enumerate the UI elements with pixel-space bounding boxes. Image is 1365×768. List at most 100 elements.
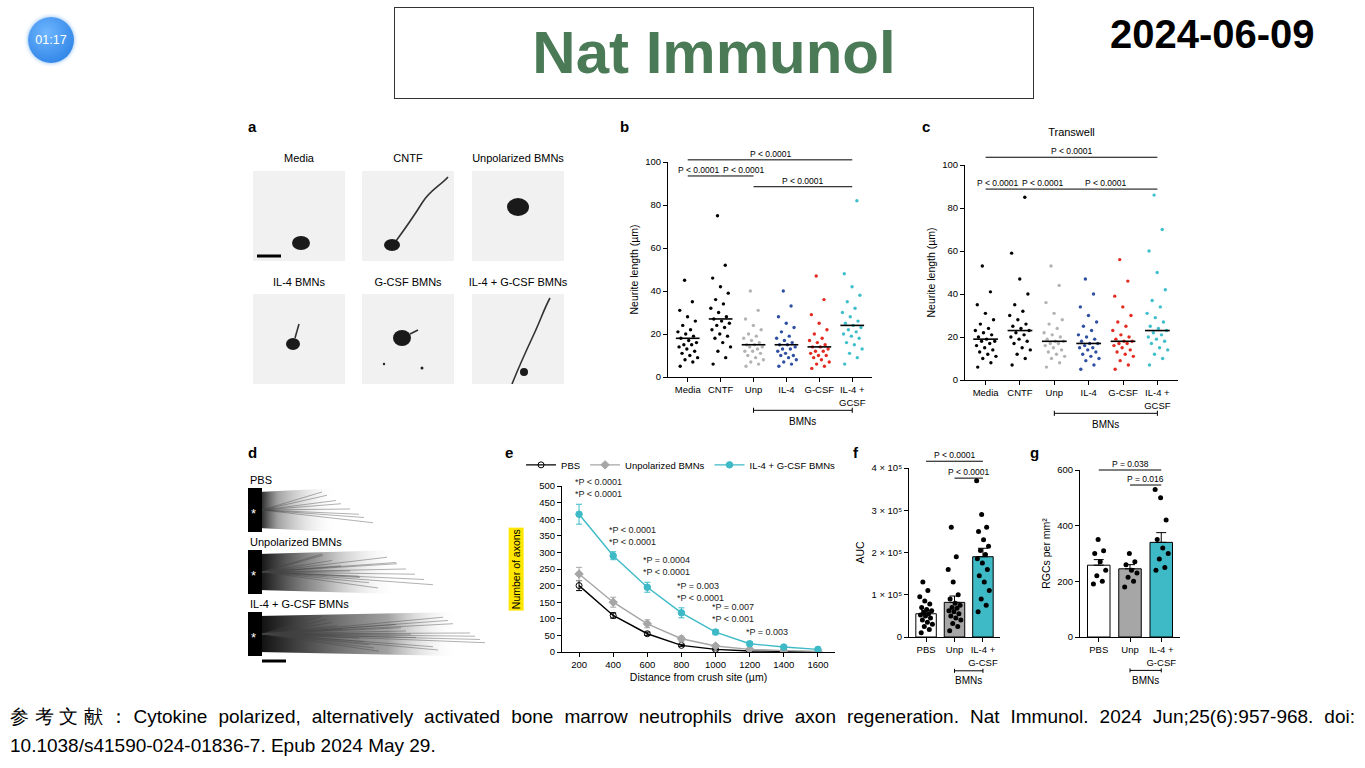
svg-text:P < 0.0001: P < 0.0001: [1051, 146, 1092, 156]
svg-text:P < 0.0001: P < 0.0001: [723, 165, 764, 175]
svg-text:1200: 1200: [739, 659, 760, 670]
svg-text:*P = 0.0004*P < 0.0001: *P = 0.0004*P < 0.0001: [643, 555, 690, 577]
svg-text:P < 0.0001: P < 0.0001: [750, 149, 791, 159]
svg-text:20: 20: [651, 328, 662, 339]
svg-text:*: *: [251, 630, 256, 645]
svg-text:Unp: Unp: [946, 644, 963, 655]
svg-text:P < 0.0001: P < 0.0001: [977, 178, 1018, 188]
svg-text:PBS: PBS: [561, 460, 580, 471]
svg-text:P < 0.0001: P < 0.0001: [1085, 178, 1126, 188]
svg-text:500: 500: [539, 480, 555, 491]
svg-text:P < 0.0001: P < 0.0001: [782, 176, 823, 186]
svg-text:100: 100: [539, 613, 555, 624]
svg-text:Media: Media: [973, 387, 1000, 398]
svg-text:350: 350: [539, 530, 555, 541]
svg-text:100: 100: [942, 159, 958, 170]
svg-text:200: 200: [1057, 576, 1073, 587]
html-text:Media: Media: [284, 152, 314, 164]
svg-text:Unp: Unp: [1046, 387, 1063, 398]
svg-text:IL-4 +GCSF: IL-4 +GCSF: [1144, 387, 1171, 410]
svg-text:60: 60: [948, 245, 959, 256]
svg-text:RGCs per mm²: RGCs per mm²: [1040, 518, 1052, 589]
svg-text:400: 400: [539, 514, 555, 525]
html-text:01:17: 01:17: [35, 33, 67, 47]
svg-text:60: 60: [651, 242, 662, 253]
svg-text:400: 400: [1057, 520, 1073, 531]
svg-text:50: 50: [545, 630, 556, 641]
svg-text:1000: 1000: [705, 659, 726, 670]
svg-text:400: 400: [605, 659, 621, 670]
svg-text:600: 600: [639, 659, 655, 670]
svg-text:0: 0: [953, 374, 958, 385]
svg-text:40: 40: [651, 285, 662, 296]
svg-text:*P < 0.0001*P < 0.0001: *P < 0.0001*P < 0.0001: [609, 525, 656, 547]
svg-text:AUC: AUC: [854, 541, 866, 564]
svg-text:20: 20: [948, 331, 959, 342]
svg-text:1400: 1400: [773, 659, 794, 670]
svg-text:Unp: Unp: [745, 384, 762, 395]
html-text:Unpolarized BMNs: Unpolarized BMNs: [472, 152, 564, 164]
svg-text:PBS: PBS: [1089, 644, 1108, 655]
svg-text:P = 0.016: P = 0.016: [1127, 474, 1164, 484]
svg-text:PBS: PBS: [917, 644, 936, 655]
svg-text:450: 450: [539, 497, 555, 508]
svg-text:BMNs: BMNs: [789, 416, 816, 427]
svg-text:Neurite length (µm): Neurite length (µm): [925, 227, 937, 317]
svg-text:G-CSF: G-CSF: [1108, 387, 1138, 398]
svg-text:200: 200: [571, 659, 587, 670]
svg-text:Unp: Unp: [1121, 644, 1138, 655]
svg-text:IL-4 + G-CSF BMNs: IL-4 + G-CSF BMNs: [750, 460, 835, 471]
svg-text:*: *: [251, 568, 256, 583]
svg-text:G-CSF: G-CSF: [805, 384, 835, 395]
svg-text:IL-4 +GCSF: IL-4 +GCSF: [839, 384, 866, 407]
svg-text:800: 800: [674, 659, 690, 670]
svg-text:3 × 10⁵: 3 × 10⁵: [871, 505, 902, 516]
html-text:2024-06-09: 2024-06-09: [1110, 12, 1315, 56]
svg-text:P < 0.0001: P < 0.0001: [1022, 178, 1063, 188]
svg-text:Number of axons: Number of axons: [510, 529, 522, 609]
svg-text:2 × 10⁵: 2 × 10⁵: [871, 547, 902, 558]
svg-text:IL-4 +G-CSF: IL-4 +G-CSF: [1146, 644, 1176, 667]
svg-text:*: *: [251, 506, 256, 521]
svg-text:40: 40: [948, 288, 959, 299]
svg-text:BMNs: BMNs: [1092, 419, 1119, 430]
svg-text:100: 100: [645, 156, 661, 167]
svg-text:*P = 0.007*P < 0.001: *P = 0.007*P < 0.001: [712, 602, 754, 624]
svg-text:Media: Media: [675, 384, 702, 395]
svg-text:4 × 10⁵: 4 × 10⁵: [871, 462, 902, 473]
svg-text:1600: 1600: [807, 659, 828, 670]
svg-text:1 × 10⁵: 1 × 10⁵: [871, 589, 902, 600]
svg-text:600: 600: [1057, 464, 1073, 475]
svg-text:CNTF: CNTF: [1007, 387, 1033, 398]
svg-text:P = 0.038: P = 0.038: [1112, 459, 1149, 469]
svg-text:250: 250: [539, 563, 555, 574]
svg-text:150: 150: [539, 597, 555, 608]
svg-text:80: 80: [651, 199, 662, 210]
svg-text:P < 0.0001: P < 0.0001: [934, 450, 975, 460]
svg-text:0: 0: [897, 631, 902, 642]
svg-text:Distance from crush site (µm): Distance from crush site (µm): [630, 671, 767, 683]
svg-text:BMNs: BMNs: [955, 675, 982, 686]
svg-text:300: 300: [539, 547, 555, 558]
svg-text:IL-4 +G-CSF: IL-4 +G-CSF: [968, 644, 998, 667]
svg-text:P < 0.0001: P < 0.0001: [678, 165, 719, 175]
svg-text:BMNs: BMNs: [1132, 675, 1159, 686]
svg-text:Neurite length (µm): Neurite length (µm): [628, 224, 640, 314]
svg-text:80: 80: [948, 202, 959, 213]
svg-text:0: 0: [1068, 631, 1073, 642]
svg-text:Unpolarized BMNs: Unpolarized BMNs: [625, 460, 704, 471]
svg-text:P < 0.0001: P < 0.0001: [948, 467, 989, 477]
html-text:CNTF: CNTF: [393, 152, 423, 164]
svg-text:0: 0: [550, 646, 555, 657]
svg-text:200: 200: [539, 580, 555, 591]
html-text:Nat Immunol: Nat Immunol: [532, 19, 896, 86]
svg-text:*P = 0.003: *P = 0.003: [746, 627, 788, 637]
svg-text:*P = 0.003*P < 0.0001: *P = 0.003*P < 0.0001: [677, 581, 724, 603]
svg-text:Transwell: Transwell: [1048, 126, 1095, 138]
svg-text:CNTF: CNTF: [708, 384, 734, 395]
svg-text:IL-4: IL-4: [1080, 387, 1096, 398]
html-text:参考文献：Cytokine polarized, alter: 参考文献：Cytokine polarized, alternatively a…: [10, 706, 1355, 756]
svg-text:*P < 0.0001*P < 0.0001: *P < 0.0001*P < 0.0001: [575, 477, 622, 499]
svg-text:IL-4: IL-4: [778, 384, 794, 395]
svg-text:0: 0: [656, 371, 661, 382]
